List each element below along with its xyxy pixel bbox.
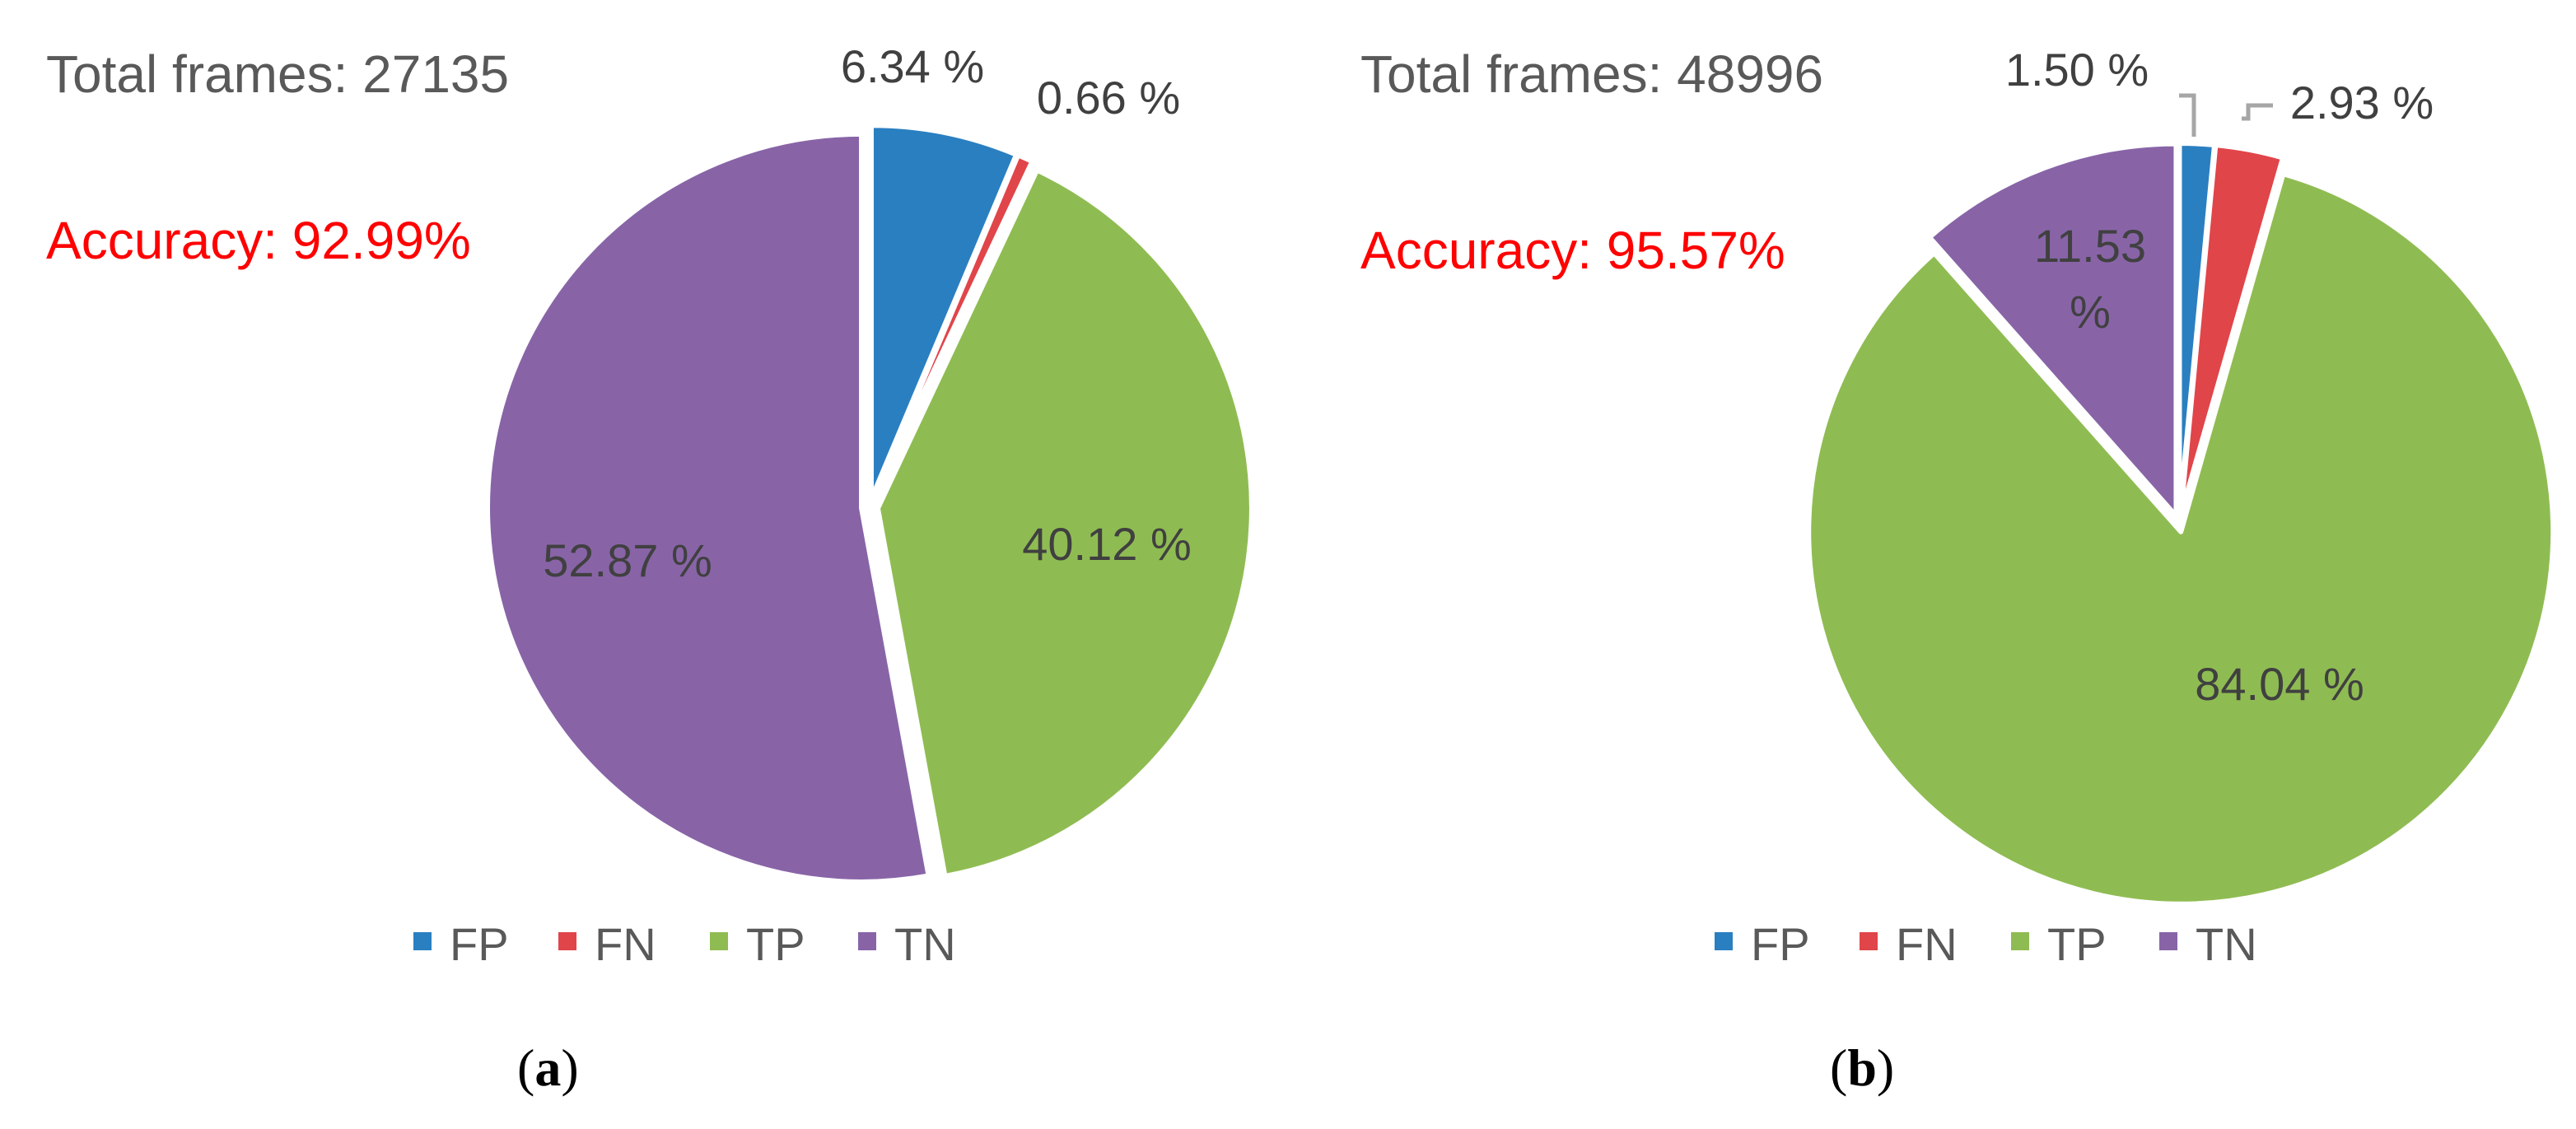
legend-label-b-tn: TN	[2196, 918, 2257, 970]
svg-text:(b): (b)	[1830, 1038, 1894, 1097]
pie-slice-a-fn	[870, 152, 1035, 502]
legend-label-a-tn: TN	[894, 918, 956, 970]
legend-label-b-tp: TP	[2047, 918, 2107, 970]
pie-slices-a	[485, 123, 1254, 884]
legend-label-a-fp: FP	[450, 918, 509, 970]
slice-label-b-fp: 1.50 %	[2005, 44, 2149, 96]
legend-swatch-a-fp	[413, 932, 432, 950]
legend-label-a-fn: FN	[595, 918, 656, 970]
slice-label-b-tp: 84.04 %	[2195, 658, 2364, 710]
slice-label-a-tn: 52.87 %	[543, 534, 712, 586]
pie-slice-a-tp	[875, 167, 1254, 879]
pie-slice-b-tp	[1806, 171, 2556, 907]
panel-label-b: (b)	[1830, 1038, 1894, 1097]
chart-b: Total frames: 48996 Accuracy: 95.57% 1.5…	[1360, 44, 2556, 1097]
legend-swatch-a-fn	[558, 932, 576, 950]
panel-label-a: (a)	[517, 1038, 579, 1097]
total-frames-a: Total frames: 27135	[46, 44, 509, 104]
legend-a: FP FN TP TN	[413, 918, 956, 970]
svg-text:(a): (a)	[517, 1038, 579, 1097]
slice-label-a-fp: 6.34 %	[841, 40, 984, 92]
slice-label-a-fn: 0.66 %	[1037, 72, 1180, 124]
pie-slice-a-fp	[868, 123, 1020, 502]
slice-label-a-tp: 40.12 %	[1022, 518, 1192, 570]
slice-label-b-fn: 2.93 %	[2290, 77, 2434, 128]
pie-slices-b	[1806, 141, 2556, 907]
accuracy-a: Accuracy: 92.99%	[46, 211, 471, 270]
leader-line-b-fn	[2242, 103, 2273, 121]
legend-swatch-b-tp	[2011, 932, 2029, 950]
legend-label-b-fn: FN	[1896, 918, 1958, 970]
leader-line-b-fp	[2179, 93, 2196, 137]
legend-swatch-b-tn	[2159, 932, 2177, 950]
pie-slice-a-tn	[485, 131, 931, 884]
pie-slice-b-tn	[1926, 141, 2179, 519]
legend-swatch-b-fn	[1860, 932, 1878, 950]
legend-swatch-a-tn	[858, 932, 876, 950]
legend-label-b-fp: FP	[1751, 918, 1810, 970]
legend-label-a-tp: TP	[746, 918, 805, 970]
slice-label-b-tn: 11.53%	[2034, 220, 2146, 338]
legend-swatch-a-tp	[710, 932, 728, 950]
accuracy-b: Accuracy: 95.57%	[1360, 221, 1785, 280]
pie-slice-b-fn	[2177, 142, 2286, 519]
total-frames-b: Total frames: 48996	[1360, 44, 1823, 104]
chart-a: Total frames: 27135 Accuracy: 92.99% 6.3…	[46, 40, 1254, 1097]
legend-swatch-b-fp	[1715, 932, 1733, 950]
legend-b: FP FN TP TN	[1715, 918, 2257, 970]
